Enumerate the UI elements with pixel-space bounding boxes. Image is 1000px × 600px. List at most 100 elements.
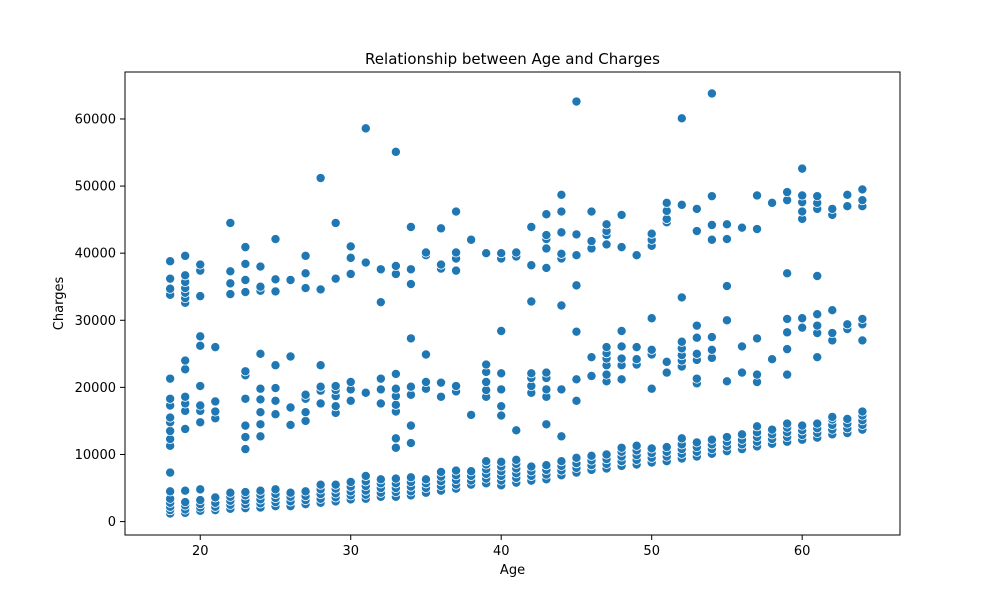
- y-tick-label: 40000: [75, 247, 116, 262]
- data-point: [390, 368, 401, 379]
- data-point: [541, 384, 552, 395]
- data-point: [571, 250, 582, 261]
- data-point: [330, 273, 341, 284]
- y-axis: 0 10000 20000 30000 40000 50000 60000: [75, 112, 125, 530]
- data-point: [285, 402, 296, 413]
- data-point: [300, 389, 311, 400]
- data-point: [767, 424, 778, 435]
- data-point: [616, 326, 627, 337]
- data-point: [315, 284, 326, 295]
- data-point: [706, 344, 717, 355]
- data-point: [586, 450, 597, 461]
- data-point: [390, 383, 401, 394]
- data-point: [180, 423, 191, 434]
- data-point: [601, 342, 612, 353]
- plot-frame: [124, 71, 901, 536]
- data-point: [541, 460, 552, 471]
- data-point: [405, 221, 416, 232]
- data-point: [255, 348, 266, 359]
- data-point: [797, 190, 808, 201]
- data-point: [601, 369, 612, 380]
- data-point: [586, 352, 597, 363]
- data-point: [571, 395, 582, 406]
- data-point: [616, 442, 627, 453]
- data-point: [797, 313, 808, 324]
- data-point: [195, 381, 206, 392]
- data-point: [375, 264, 386, 275]
- data-point: [285, 275, 296, 286]
- data-point: [270, 383, 281, 394]
- data-point: [827, 328, 838, 339]
- data-point: [571, 96, 582, 107]
- data-point: [436, 223, 447, 234]
- data-point: [375, 384, 386, 395]
- data-point: [797, 322, 808, 333]
- data-point: [541, 367, 552, 378]
- data-point: [345, 476, 356, 487]
- data-point: [541, 262, 552, 273]
- data-point: [601, 449, 612, 460]
- data-point: [797, 420, 808, 431]
- data-point: [556, 384, 567, 395]
- data-point: [180, 497, 191, 508]
- data-point: [240, 444, 251, 455]
- data-point: [496, 326, 507, 337]
- data-point: [180, 391, 191, 402]
- data-point: [315, 360, 326, 371]
- data-point: [842, 319, 853, 330]
- data-point: [782, 327, 793, 338]
- data-point: [195, 340, 206, 351]
- data-point: [270, 409, 281, 420]
- data-point: [420, 474, 431, 485]
- data-point: [736, 341, 747, 352]
- data-point: [721, 219, 732, 230]
- data-point: [225, 266, 236, 277]
- data-point: [436, 391, 447, 402]
- data-point: [360, 470, 371, 481]
- data-point: [616, 209, 627, 220]
- data-point: [195, 400, 206, 411]
- data-point: [586, 370, 597, 381]
- data-point: [360, 387, 371, 398]
- data-point: [315, 479, 326, 490]
- data-point: [736, 367, 747, 378]
- data-point: [270, 360, 281, 371]
- data-point: [676, 292, 687, 303]
- data-point: [451, 265, 462, 276]
- data-point: [255, 261, 266, 272]
- data-point: [405, 381, 416, 392]
- data-point: [330, 217, 341, 228]
- data-point: [646, 383, 657, 394]
- data-point: [240, 275, 251, 286]
- data-point: [240, 366, 251, 377]
- data-point: [616, 341, 627, 352]
- data-point: [345, 241, 356, 252]
- data-point: [736, 429, 747, 440]
- data-point: [451, 247, 462, 258]
- data-point: [842, 413, 853, 424]
- data-point: [481, 456, 492, 467]
- data-point: [857, 406, 868, 417]
- y-tick-label: 0: [108, 515, 116, 530]
- data-point: [827, 305, 838, 316]
- data-point: [797, 163, 808, 174]
- data-point: [345, 377, 356, 388]
- data-point: [300, 415, 311, 426]
- data-point: [616, 374, 627, 385]
- data-point: [646, 344, 657, 355]
- data-point: [345, 395, 356, 406]
- data-point: [812, 270, 823, 281]
- data-point: [812, 418, 823, 429]
- data-point: [451, 465, 462, 476]
- data-point: [270, 395, 281, 406]
- data-point: [405, 472, 416, 483]
- data-point: [240, 287, 251, 298]
- data-point: [842, 189, 853, 200]
- data-point: [601, 239, 612, 250]
- data-point: [255, 485, 266, 496]
- data-point: [556, 206, 567, 217]
- data-point: [752, 224, 763, 235]
- data-point: [300, 283, 311, 294]
- data-point: [180, 270, 191, 281]
- data-point: [375, 398, 386, 409]
